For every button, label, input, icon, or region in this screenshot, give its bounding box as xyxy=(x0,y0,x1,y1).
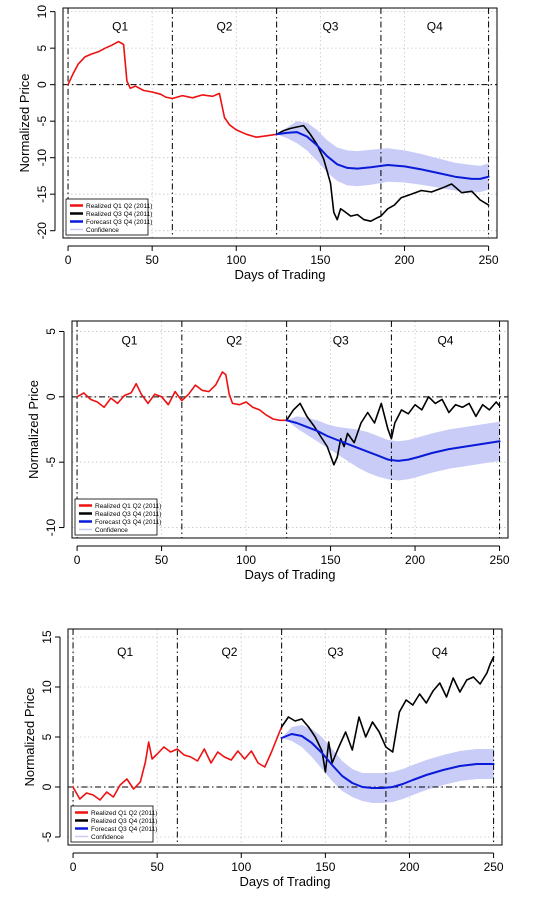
x-tick-label: 150 xyxy=(310,253,330,267)
x-tick-label: 100 xyxy=(236,553,256,567)
plot-area xyxy=(72,321,508,538)
y-tick-label: 10 xyxy=(40,680,54,694)
plot-frame xyxy=(67,628,503,846)
series-line-3 xyxy=(275,131,490,180)
y-tick-label: -10 xyxy=(35,149,49,167)
legend: Realized Q1 Q2 (2011)Realized Q3 Q4 (201… xyxy=(65,198,152,236)
legend-label: Forecast Q3 Q4 (2011) xyxy=(86,219,152,226)
series-line-2 xyxy=(285,396,501,466)
quarter-label: Q2 xyxy=(221,645,237,659)
quarter-label: Q1 xyxy=(117,645,133,659)
x-tick-label: 250 xyxy=(490,553,510,567)
series-line-2 xyxy=(275,124,490,222)
x-tick-label: 250 xyxy=(479,253,499,267)
quarter-label: Q1 xyxy=(112,19,128,33)
quarter-label: Q3 xyxy=(327,645,343,659)
y-tick-label: 5 xyxy=(40,733,54,740)
y-axis-label: Normalized Price xyxy=(22,688,37,787)
quarter-label: Q4 xyxy=(437,334,453,348)
series-line-3 xyxy=(285,419,501,462)
x-tick-label: 0 xyxy=(74,553,81,567)
x-axis-label: Days of Trading xyxy=(239,874,330,889)
legend-label: Realized Q3 Q4 (2011) xyxy=(86,211,152,218)
y-tick-label: 0 xyxy=(44,393,58,400)
legend-label: Forecast Q3 Q4 (2011) xyxy=(91,826,157,833)
quarter-label: Q3 xyxy=(322,19,338,33)
y-tick-label: -5 xyxy=(40,831,54,842)
quarter-label: Q4 xyxy=(427,19,443,33)
y-tick-label: 15 xyxy=(40,630,54,644)
y-tick-label: -15 xyxy=(35,185,49,203)
y-tick-label: 5 xyxy=(44,328,58,335)
plot-frame xyxy=(71,320,509,539)
x-tick-label: 150 xyxy=(315,860,335,874)
y-tick-label: -10 xyxy=(44,519,58,537)
y-axis-label: Normalized Price xyxy=(26,380,41,479)
y-tick-label: 0 xyxy=(40,783,54,790)
x-tick-label: 200 xyxy=(399,860,419,874)
legend-label: Realized Q1 Q2 (2011) xyxy=(86,203,152,210)
confidence-band xyxy=(281,725,494,803)
y-tick-label: 0 xyxy=(35,81,49,88)
legend-label: Realized Q3 Q4 (2011) xyxy=(91,818,157,825)
plot-frame xyxy=(62,7,498,239)
x-axis-label: Days of Trading xyxy=(234,267,325,282)
plot-area xyxy=(68,629,502,845)
x-tick-label: 0 xyxy=(70,860,77,874)
series-line-1 xyxy=(72,726,283,801)
x-tick-label: 200 xyxy=(405,553,425,567)
y-tick-label: 5 xyxy=(35,45,49,52)
x-tick-label: 100 xyxy=(226,253,246,267)
x-tick-label: 50 xyxy=(150,860,164,874)
quarter-label: Q1 xyxy=(121,334,137,348)
x-tick-label: 100 xyxy=(231,860,251,874)
series-line-3 xyxy=(280,733,495,789)
y-tick-label: 10 xyxy=(35,5,49,19)
legend: Realized Q1 Q2 (2011)Realized Q3 Q4 (201… xyxy=(74,498,161,536)
series-line-1 xyxy=(67,40,278,138)
legend-label: Confidence xyxy=(86,227,119,234)
confidence-band xyxy=(286,416,500,481)
y-tick-label: -5 xyxy=(44,457,58,468)
y-tick-label: -20 xyxy=(35,222,49,240)
x-tick-label: 50 xyxy=(145,253,159,267)
y-tick-label: -5 xyxy=(35,116,49,127)
x-tick-label: 150 xyxy=(321,553,341,567)
x-tick-label: 250 xyxy=(484,860,504,874)
y-axis-label: Normalized Price xyxy=(17,74,32,173)
legend-label: Realized Q1 Q2 (2011) xyxy=(91,810,157,817)
legend-label: Realized Q1 Q2 (2011) xyxy=(95,503,161,510)
legend-label: Forecast Q3 Q4 (2011) xyxy=(95,519,161,526)
quarter-label: Q2 xyxy=(216,19,232,33)
legend: Realized Q1 Q2 (2011)Realized Q3 Q4 (201… xyxy=(70,805,157,843)
legend-label: Confidence xyxy=(95,527,128,534)
legend-label: Confidence xyxy=(91,834,124,841)
x-axis-label: Days of Trading xyxy=(244,567,335,582)
quarter-label: Q3 xyxy=(333,334,349,348)
x-tick-label: 0 xyxy=(65,253,72,267)
x-tick-label: 200 xyxy=(394,253,414,267)
series-line-2 xyxy=(280,656,495,773)
legend-label: Realized Q3 Q4 (2011) xyxy=(95,511,161,518)
series-line-1 xyxy=(76,371,288,422)
confidence-band xyxy=(276,121,489,193)
quarter-label: Q2 xyxy=(226,334,242,348)
x-tick-label: 50 xyxy=(155,553,169,567)
quarter-label: Q4 xyxy=(432,645,448,659)
